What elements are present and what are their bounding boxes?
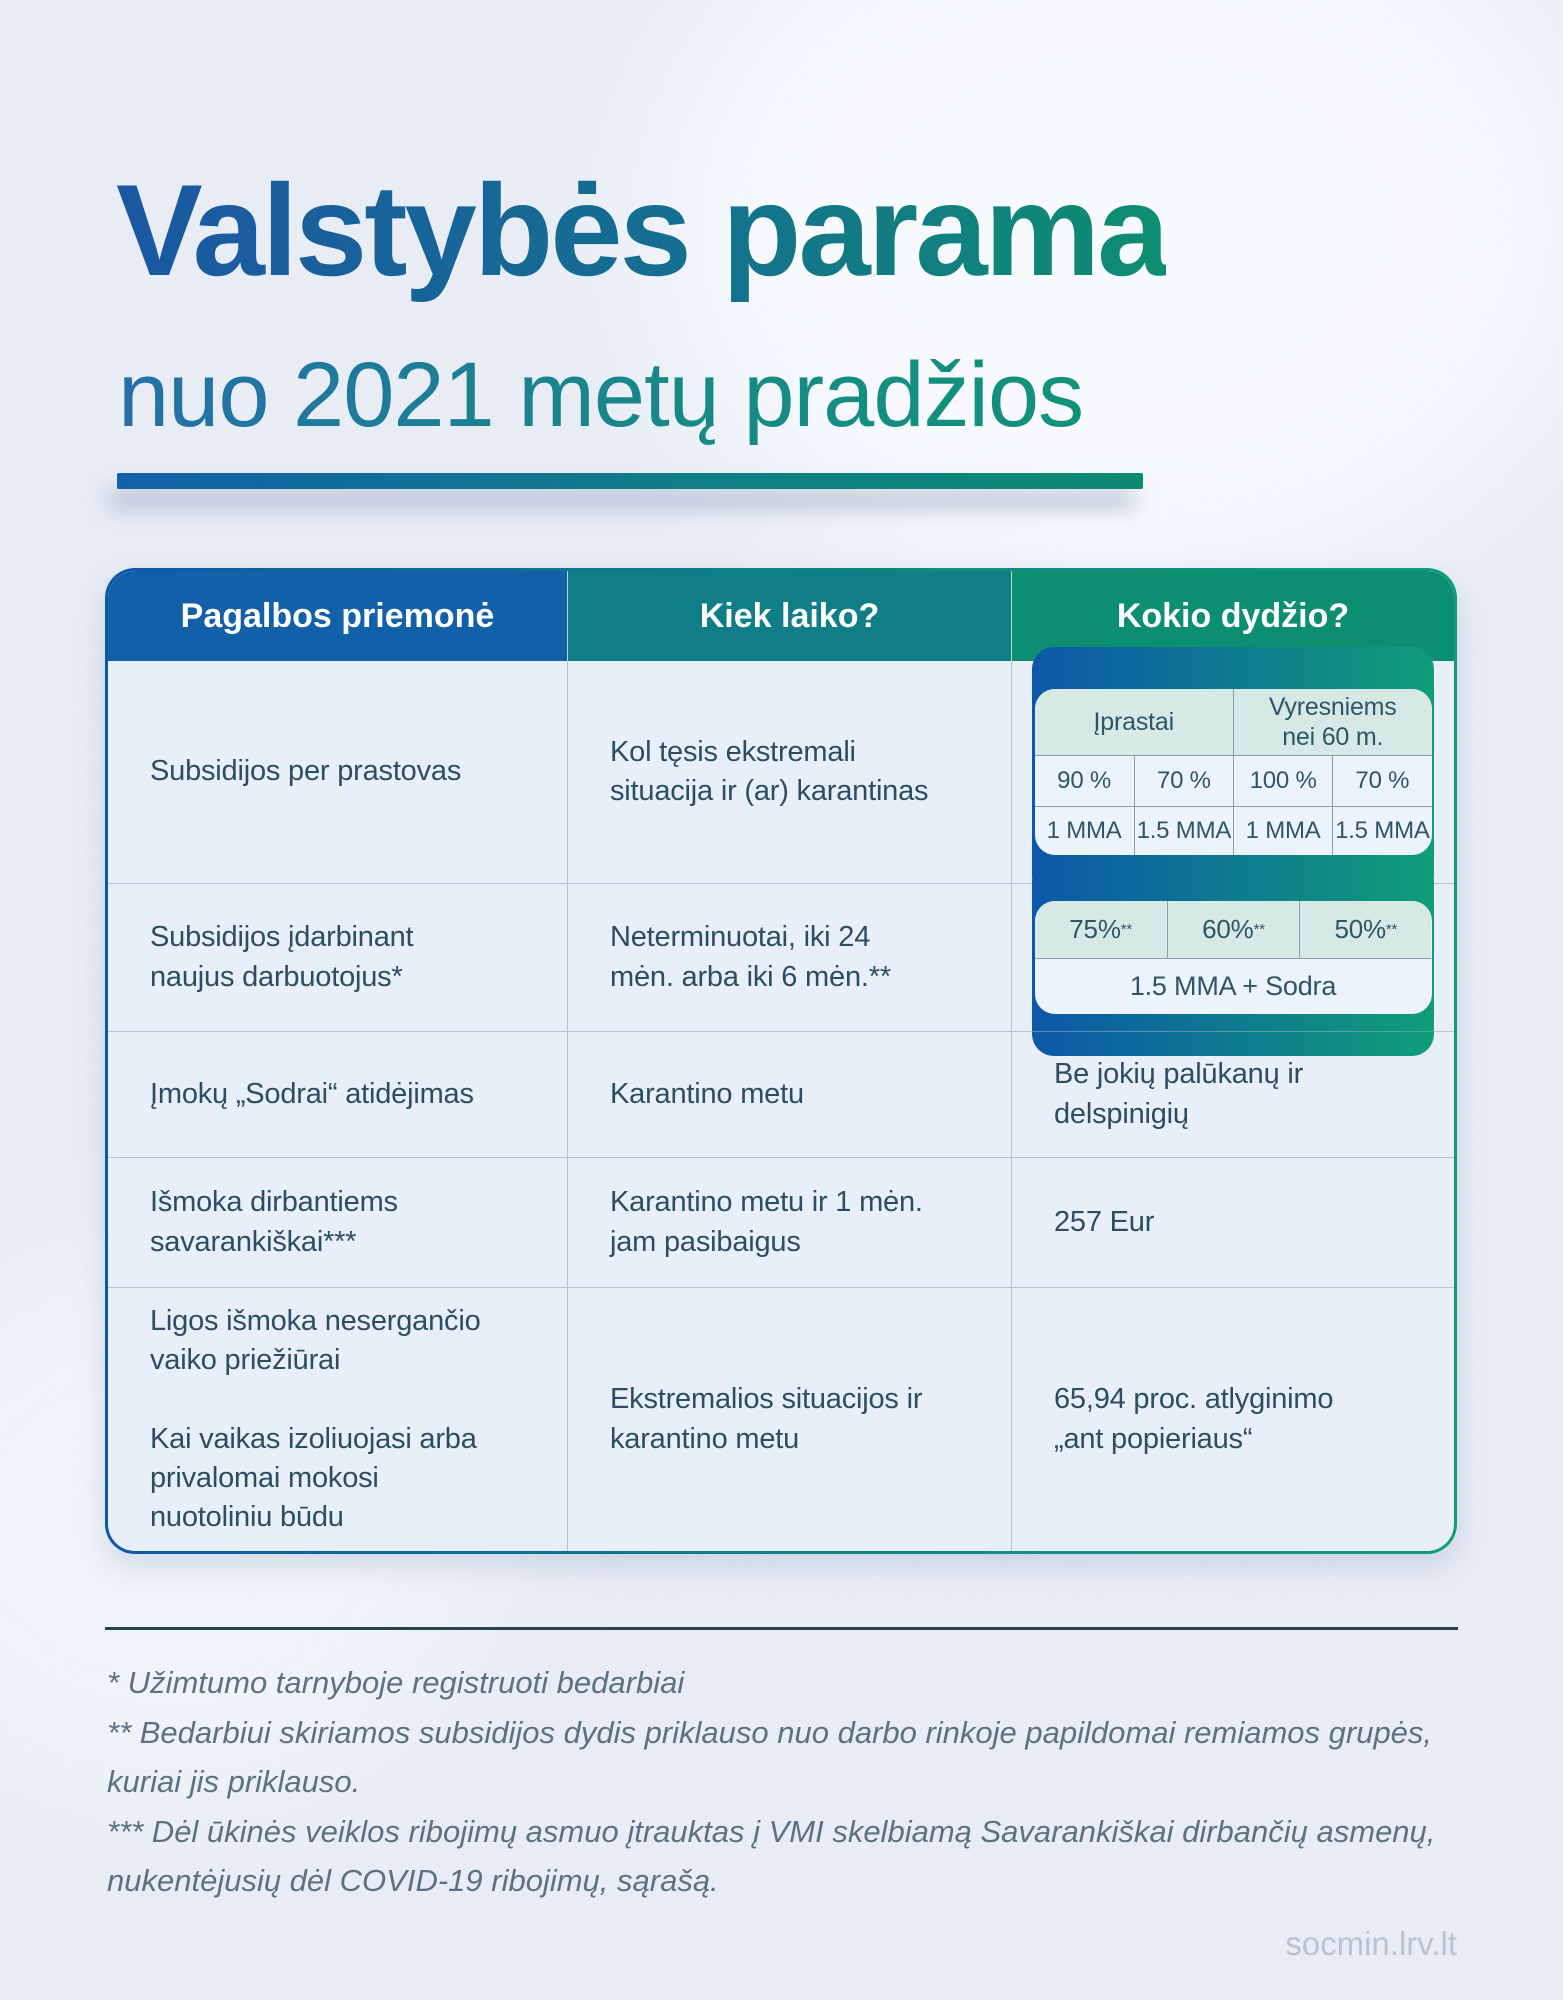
footnote-2: ** Bedarbiui skiriamos subsidijos dydis … [107, 1714, 1433, 1800]
size-group-header-vyresniems: Vyresniems nei 60 m. [1233, 689, 1432, 755]
idarbinimo-size-table: 75% ** 60% ** 50% ** 1.5 MMA + Sodra [1032, 859, 1434, 1056]
cell-duration-sodra: Karantino metu [567, 1031, 1011, 1157]
footnote-1: * Užimtumo tarnyboje registruoti bedarbi… [107, 1665, 685, 1700]
gradient-divider-bar [117, 473, 1143, 489]
percent-value: 50% [1334, 913, 1386, 944]
column-header-duration: Kiek laiko? [567, 571, 1011, 661]
cell-measure-sodra: Įmokų „Sodrai“ atidėjimas [108, 1031, 567, 1157]
cell-measure-prastovos: Subsidijos per prastovas [150, 755, 462, 788]
size-amount-cell: 1.5 MMA + Sodra [1034, 958, 1432, 1014]
size-amount-cell: 1 MMA [1233, 806, 1333, 855]
size-amount-cell: 1.5 MMA [1332, 806, 1432, 855]
prastovos-size-table: Įprastai Vyresniems nei 60 m. 90 % 70 % … [1032, 647, 1434, 897]
size-percent-cell: 75% ** [1034, 901, 1167, 958]
page-subtitle: nuo 2021 metų pradžios [118, 338, 1084, 453]
cell-size-ismoka: 257 Eur [1011, 1157, 1454, 1287]
size-percent-cell: 100 % [1233, 755, 1333, 806]
cell-size-idarbinimas: 75% ** 60% ** 50% ** 1.5 MMA + Sodra [1011, 859, 1454, 1056]
column-header-measure: Pagalbos priemonė [108, 571, 567, 661]
size-percent-cell: 50% ** [1299, 901, 1432, 958]
size-amount-cell: 1.5 MMA [1133, 806, 1233, 855]
footnote-3: *** Dėl ūkinės veiklos ribojimų asmuo įt… [107, 1813, 1436, 1899]
cell-duration-ismoka: Karantino metu ir 1 mėn. jam pasibaigus [567, 1157, 1011, 1287]
cell-measure-idarbinimas: Subsidijos įdarbinant naujus darbuotojus… [108, 883, 567, 1031]
footnote-divider-line [105, 1627, 1458, 1630]
size-percent-cell: 70 % [1133, 755, 1233, 806]
cell-duration-ligos-ismoka: Ekstremalios situacijos ir karantino met… [567, 1287, 1011, 1551]
cell-size-prastovos: Įprastai Vyresniems nei 60 m. 90 % 70 % … [1011, 647, 1454, 897]
size-group-header-iprastai: Įprastai [1034, 689, 1233, 755]
support-table: Pagalbos priemonė Kiek laiko? Kokio dydž… [108, 571, 1454, 1551]
page-title: Valstybės parama [116, 149, 1169, 312]
footnotes-block: * Užimtumo tarnyboje registruoti bedarbi… [107, 1658, 1472, 1906]
column-header-size: Kokio dydžio? [1011, 571, 1454, 661]
support-table-border: Pagalbos priemonė Kiek laiko? Kokio dydž… [105, 568, 1457, 1554]
percent-value: 60% [1202, 913, 1254, 944]
source-link[interactable]: socmin.lrv.lt [1285, 1925, 1457, 1962]
size-amount-cell: 1 MMA [1034, 806, 1134, 855]
size-percent-cell: 60% ** [1166, 901, 1300, 958]
cell-measure-ismoka: Išmoka dirbantiems savarankiškai*** [108, 1157, 567, 1287]
size-percent-cell: 90 % [1034, 755, 1134, 806]
size-percent-cell: 70 % [1332, 755, 1432, 806]
cell-size-sodra: Be jokių palūkanų ir delspinigių [1011, 1031, 1454, 1157]
cell-duration-idarbinimas: Neterminuotai, iki 24 mėn. arba iki 6 mė… [567, 883, 1011, 1031]
cell-duration-prastovos: Kol tęsis ekstremali situacija ir (ar) k… [567, 661, 1011, 883]
cell-measure-ligos-ismoka: Ligos išmoka nesergančio vaiko priežiūra… [108, 1287, 567, 1551]
percent-value: 75% [1069, 913, 1121, 944]
cell-size-ligos-ismoka: 65,94 proc. atlyginimo „ant popieriaus“ [1011, 1287, 1454, 1551]
